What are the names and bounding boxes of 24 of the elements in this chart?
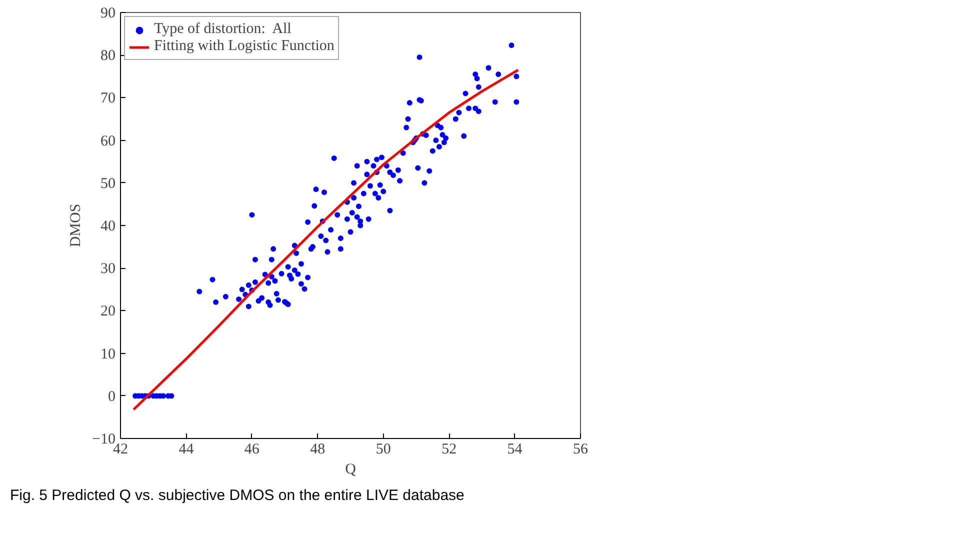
y-axis-title: DMOS	[68, 204, 84, 248]
y-tick-label: 60	[100, 133, 116, 150]
y-tick-label: 0	[108, 388, 116, 405]
x-tick-label: 48	[310, 442, 326, 458]
y-tick-label: 80	[100, 48, 116, 64]
y-tick-label: 20	[100, 304, 116, 320]
y-tick-label: 90	[100, 6, 116, 22]
x-tick-label: 52	[442, 442, 457, 458]
caption: Fig. 5 Predicted Q vs. subjective DMOS on the entire LIVE database	[10, 486, 464, 506]
y-tick-label: 10	[100, 346, 116, 362]
y-tick-label: 30	[100, 261, 116, 278]
y-tick-label: −10	[92, 432, 116, 448]
x-tick-label: 50	[376, 442, 391, 458]
x-tick-label: 46	[244, 442, 260, 458]
y-tick-label: 50	[100, 176, 116, 192]
x-tick-label: 44	[178, 442, 194, 458]
x-tick-label: 56	[573, 442, 588, 458]
y-tick-label: 40	[100, 218, 116, 234]
x-tick-label: 42	[113, 442, 128, 458]
legend-label: Fitting with Logistic Function	[154, 38, 334, 55]
x-tick-label: 54	[507, 442, 523, 458]
y-tick-label: 70	[100, 90, 116, 107]
legend-label: Type of distortion: All	[154, 21, 292, 38]
x-axis-title: Q	[345, 462, 356, 478]
